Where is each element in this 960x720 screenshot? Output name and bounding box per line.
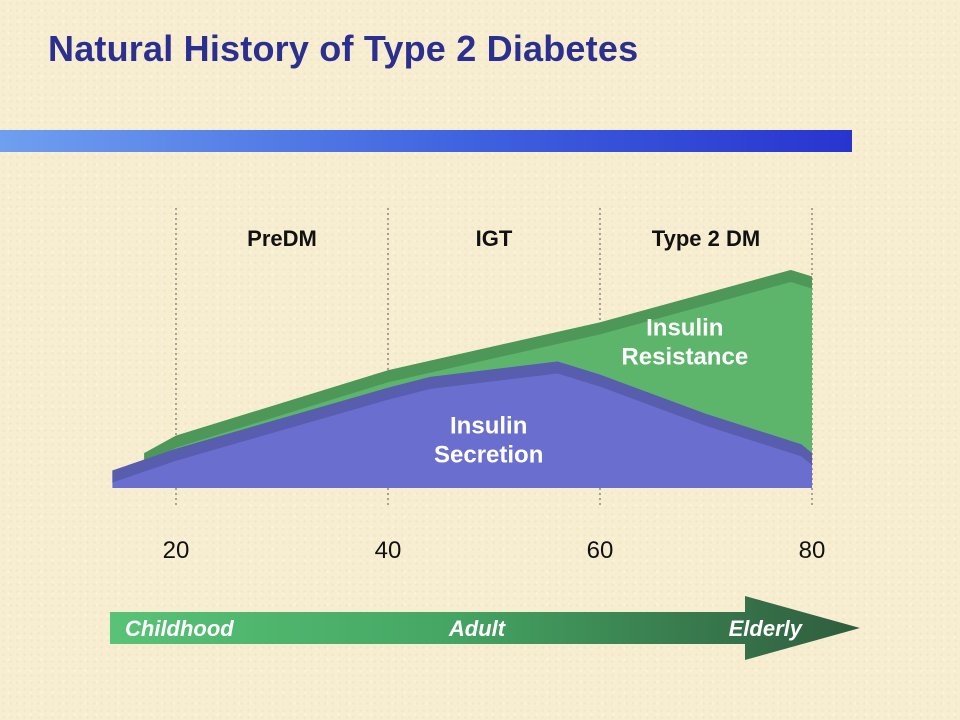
phase-label-1: PreDM xyxy=(247,226,317,251)
phase-label-2: IGT xyxy=(476,226,513,251)
insulin-resistance-edge xyxy=(144,270,812,466)
x-tick-40: 40 xyxy=(375,537,402,564)
series-label-1: Insulin Resistance xyxy=(621,314,748,370)
life-stage-arrow xyxy=(110,596,860,660)
x-axis-ticks: 20 40 60 80 xyxy=(163,537,826,564)
phase-labels: PreDM IGT Type 2 DM xyxy=(247,226,760,251)
x-tick-20: 20 xyxy=(163,537,190,564)
life-stage-label-1: Childhood xyxy=(125,616,234,641)
insulin-secretion-edge xyxy=(112,361,812,483)
life-stage-label-2: Adult xyxy=(448,616,507,641)
x-tick-60: 60 xyxy=(587,537,614,564)
phase-label-3: Type 2 DM xyxy=(652,226,760,251)
life-stage-label-3: Elderly xyxy=(729,616,804,641)
series-labels: Insulin Resistance Insulin Secretion xyxy=(434,314,748,468)
life-stage-labels: Childhood Adult Elderly xyxy=(125,616,804,641)
area-layer xyxy=(112,270,812,488)
series-label-2: Insulin Secretion xyxy=(434,413,543,469)
slide-title: Natural History of Type 2 Diabetes xyxy=(48,28,639,69)
x-tick-80: 80 xyxy=(799,537,826,564)
title-underline-bar xyxy=(0,130,852,152)
life-stage-arrow-shape xyxy=(110,596,860,660)
